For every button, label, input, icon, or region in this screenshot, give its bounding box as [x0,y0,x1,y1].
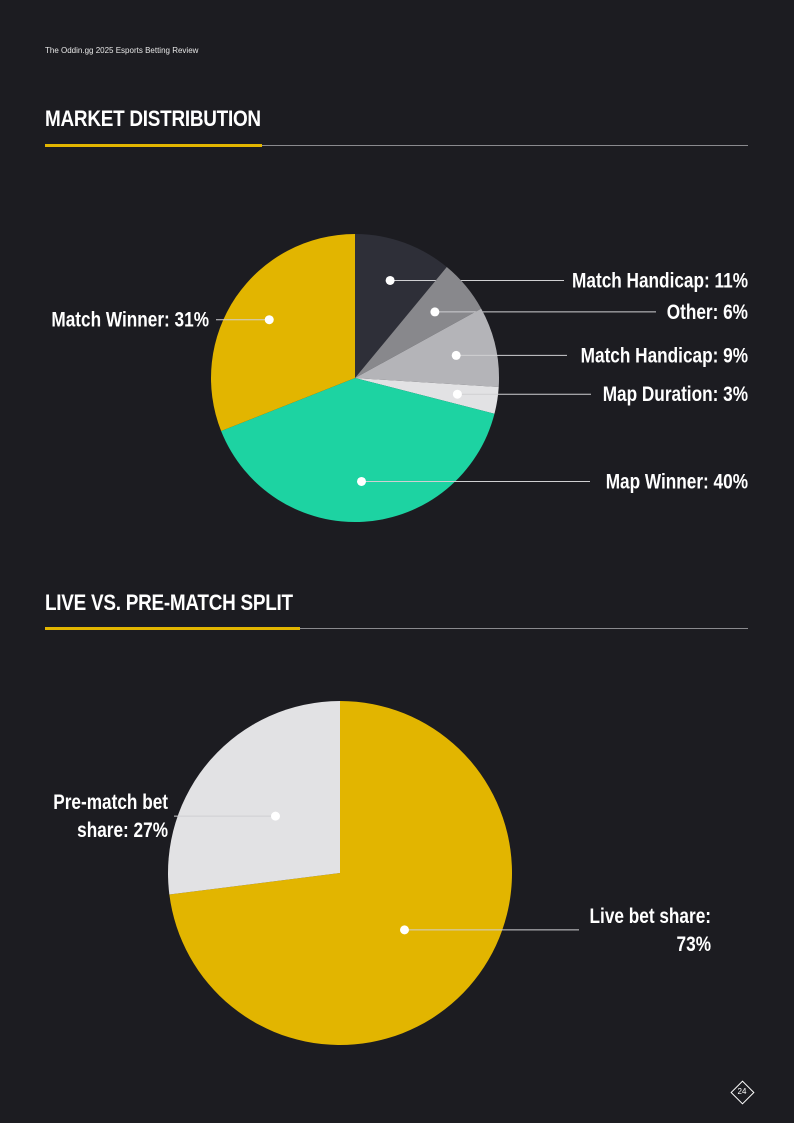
slice-marker-dot [385,275,395,285]
slice-label-text: Match Winner: 31% [51,309,209,332]
slice-label: Map Duration: 3% [603,384,748,407]
running-header: The Oddin.gg 2025 Esports Betting Review [45,46,199,55]
slice-label-text: 73% [677,933,711,956]
slice-marker-dot [270,811,280,821]
slice-label-text: Match Handicap: 11% [572,270,748,293]
slice-label: Match Winner: 31% [51,309,209,332]
live-vs-prematch-pie-chart: Live bet share: 73% Pre-match bet share: 27… [53,701,711,1045]
slice-marker-dot [452,389,462,399]
slice-label-text: share: 27% [77,820,168,843]
slice-label-text: Map Duration: 3% [603,384,748,407]
slice-label: Pre-match bet share: 27% [53,792,168,843]
slice-marker-dot [357,476,367,486]
slice-label-text: Match Handicap: 9% [581,345,748,368]
pie-slice [355,267,482,378]
pie-slice [221,378,495,522]
slice-label: Live bet share: 73% [590,905,711,956]
slice-label-text: Live bet share: [590,905,711,928]
pie-slice [168,701,340,895]
section-rule [45,144,748,147]
slice-label: Other: 6% [667,301,748,324]
section-rule-accent [45,627,300,630]
pie-slice [169,701,513,1045]
pie-slice [355,234,447,378]
section-title-market-distribution: MARKET DISTRIBUTION [45,106,261,131]
page-number-label: 24 [737,1087,747,1096]
slice-label: Match Handicap: 9% [581,345,748,368]
page-number: 24 [730,1080,755,1105]
slice-label-text: Other: 6% [667,301,748,324]
slice-marker-dot [264,315,274,325]
pie-slice [355,308,499,388]
slice-label-text: Map Winner: 40% [606,471,748,494]
pie-slice [210,234,355,432]
market-distribution-pie-chart: Match Handicap: 11% Other: 6% Match Handic… [51,234,748,522]
slice-label: Match Handicap: 11% [572,270,748,293]
slice-label: Map Winner: 40% [606,471,748,494]
slice-marker-dot [451,350,461,360]
slice-marker-dot [400,925,410,935]
section-title-live-vs-prematch: LIVE VS. PRE-MATCH SPLIT [45,590,293,615]
section-rule [45,627,748,630]
section-rule-accent [45,144,262,147]
slice-label-text: Pre-match bet [53,792,168,815]
pie-slice [355,378,499,414]
slice-marker-dot [430,307,440,317]
